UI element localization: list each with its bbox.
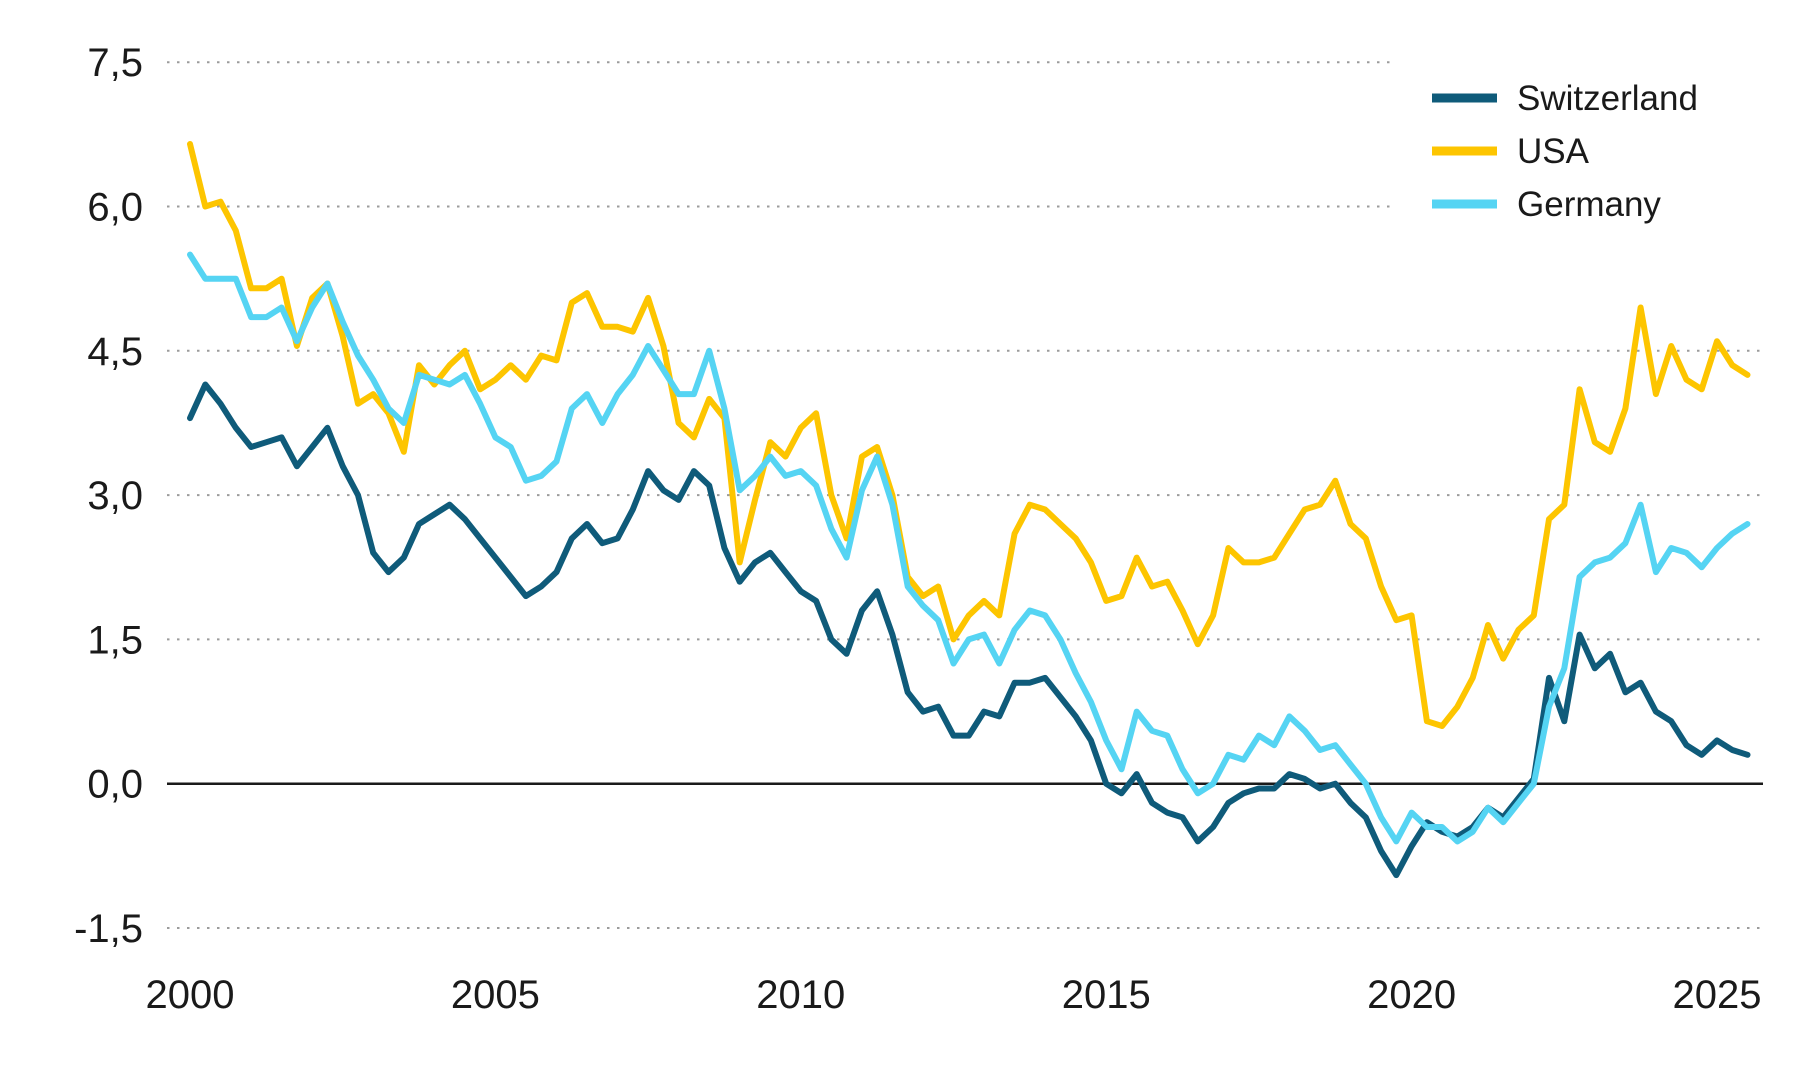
x-tick-label: 2025 <box>1673 973 1762 1017</box>
y-tick-label: 7,5 <box>87 41 143 85</box>
x-tick-label: 2020 <box>1367 973 1456 1017</box>
legend: Switzerland USA Germany <box>1390 45 1778 237</box>
series-line-usa <box>187 141 1751 729</box>
y-tick-label: 1,5 <box>87 618 143 662</box>
y-tick-label: -1,5 <box>74 907 143 951</box>
series-line-switzerland <box>187 381 1751 879</box>
x-tick-label: 2015 <box>1062 973 1151 1017</box>
y-tick-label: 0,0 <box>87 763 143 807</box>
series-lines <box>187 141 1751 879</box>
legend-label-switzerland: Switzerland <box>1517 79 1698 118</box>
x-axis-labels: 2000 2005 2010 2015 2020 2025 <box>146 973 1762 1017</box>
legend-label-germany: Germany <box>1517 185 1661 224</box>
x-tick-label: 2010 <box>756 973 845 1017</box>
y-axis-labels: 7,5 6,0 4,5 3,0 1,5 0,0 -1,5 <box>74 41 143 951</box>
y-tick-label: 6,0 <box>87 186 143 230</box>
series-line-germany <box>187 251 1751 845</box>
legend-label-usa: USA <box>1517 132 1590 171</box>
y-tick-label: 4,5 <box>87 330 143 374</box>
x-tick-label: 2000 <box>146 973 235 1017</box>
y-tick-label: 3,0 <box>87 474 143 518</box>
x-tick-label: 2005 <box>451 973 540 1017</box>
